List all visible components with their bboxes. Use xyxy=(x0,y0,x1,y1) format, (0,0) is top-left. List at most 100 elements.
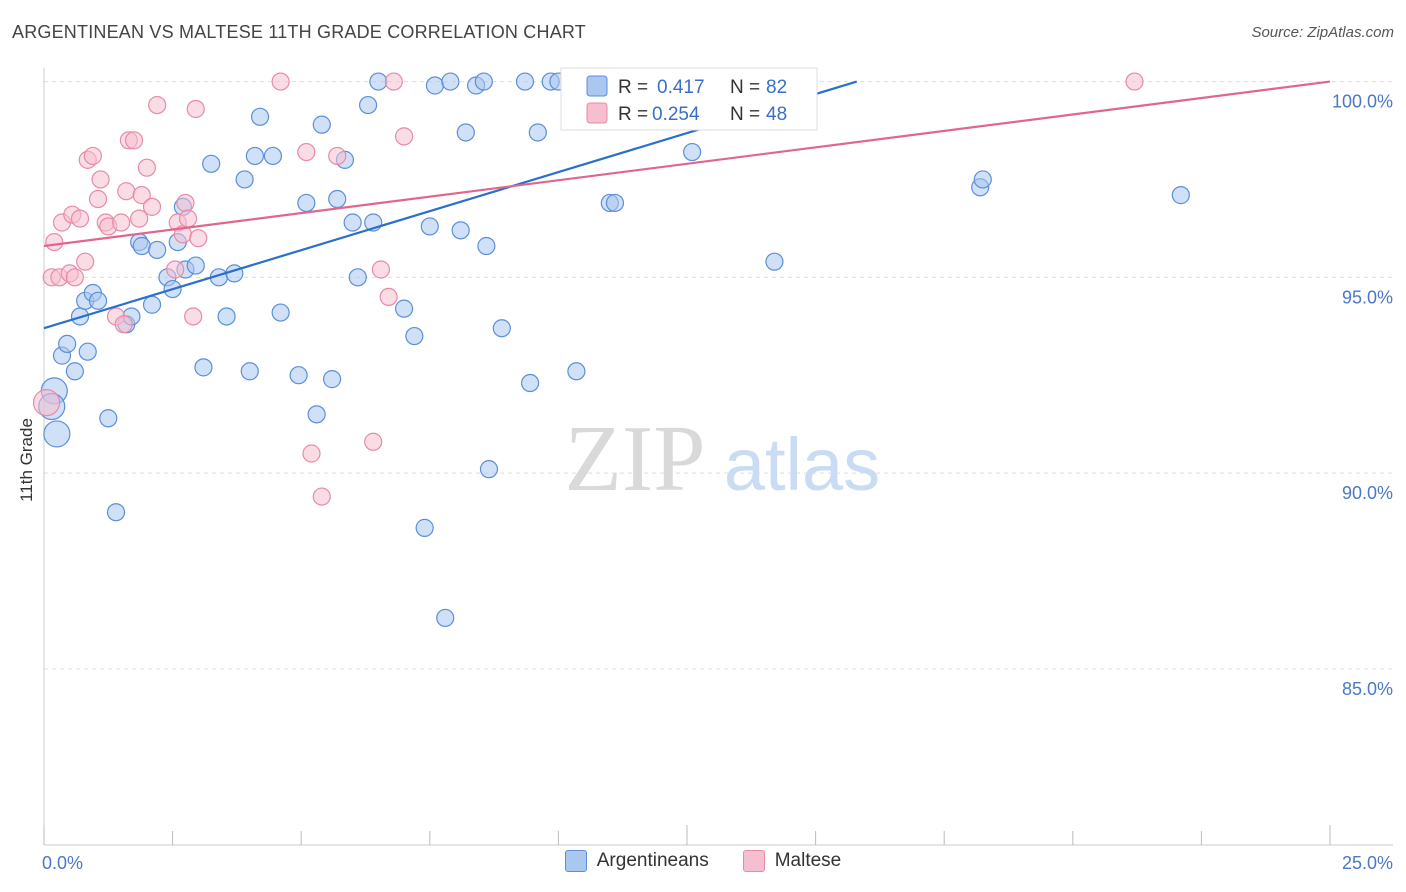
point-argentineans xyxy=(451,221,470,240)
watermark-atlas: atlas xyxy=(724,423,880,506)
stats-r-value: 0.417 xyxy=(657,77,705,98)
legend-swatch-argentineans xyxy=(564,850,587,872)
point-argentineans xyxy=(479,460,499,479)
point-argentineans xyxy=(132,236,151,256)
y-tick-label: 85.0% xyxy=(1342,679,1393,699)
point-maltese xyxy=(271,72,290,91)
point-argentineans xyxy=(271,303,290,322)
point-argentineans xyxy=(307,405,326,424)
x-tick-label-min: 0.0% xyxy=(42,853,83,873)
x-tick-label-max: 25.0% xyxy=(1342,853,1393,873)
stats-n-label: N = xyxy=(730,104,760,125)
stats-r-label: R = xyxy=(618,77,648,98)
point-argentineans xyxy=(415,518,434,537)
point-argentineans xyxy=(369,72,388,91)
point-argentineans xyxy=(106,503,126,522)
trendline-maltese xyxy=(43,80,1331,248)
point-maltese xyxy=(379,287,398,306)
point-argentineans xyxy=(605,193,625,213)
stats-swatch-argentineans xyxy=(586,75,608,97)
stats-r-value: 0.254 xyxy=(652,104,700,125)
point-argentineans xyxy=(217,307,236,326)
grid-layer xyxy=(44,81,1392,670)
point-argentineans xyxy=(65,362,84,381)
legend-label-maltese: Maltese xyxy=(774,850,842,871)
point-maltese xyxy=(178,209,198,228)
point-maltese xyxy=(70,209,90,228)
point-maltese xyxy=(130,209,149,228)
point-argentineans xyxy=(322,370,342,389)
stats-n-label: N = xyxy=(730,77,760,98)
legend-item-argentineans[interactable]: Argentineans xyxy=(564,850,709,872)
point-maltese xyxy=(88,189,108,209)
point-maltese xyxy=(186,99,205,119)
point-maltese xyxy=(65,268,84,287)
point-argentineans xyxy=(405,326,424,346)
point-maltese xyxy=(384,72,403,91)
point-argentineans xyxy=(343,213,362,232)
point-maltese xyxy=(112,213,131,232)
point-maltese xyxy=(176,193,195,213)
point-argentineans xyxy=(148,240,167,260)
stats-r-label: R = xyxy=(618,104,648,125)
point-argentineans xyxy=(1171,186,1190,205)
point-argentineans xyxy=(43,420,71,448)
point-maltese xyxy=(124,131,144,150)
point-argentineans xyxy=(425,76,445,95)
point-argentineans xyxy=(477,236,496,256)
point-maltese xyxy=(371,260,391,279)
point-maltese xyxy=(117,182,136,201)
y-tick-label: 95.0% xyxy=(1342,287,1393,307)
axis-layer: 85.0% 90.0% 95.0% 100.0% xyxy=(43,68,1393,846)
point-maltese xyxy=(83,146,102,166)
point-argentineans xyxy=(436,608,455,628)
point-argentineans xyxy=(328,189,347,209)
point-argentineans xyxy=(394,299,414,318)
point-maltese xyxy=(76,252,95,271)
point-maltese xyxy=(91,170,110,189)
stats-swatch-maltese xyxy=(586,102,608,124)
watermark: ZIP atlas xyxy=(565,407,881,511)
point-argentineans xyxy=(474,72,493,91)
point-maltese xyxy=(1125,72,1144,91)
point-argentineans xyxy=(202,154,221,173)
legend-label-argentineans: Argentineans xyxy=(596,850,709,871)
y-tick-label: 100.0% xyxy=(1332,92,1393,112)
point-maltese xyxy=(137,158,156,177)
point-argentineans xyxy=(528,123,547,142)
point-argentineans xyxy=(420,217,439,236)
legend-item-maltese[interactable]: Maltese xyxy=(742,850,842,872)
point-maltese xyxy=(148,95,167,115)
point-maltese xyxy=(394,127,414,146)
point-maltese xyxy=(184,307,203,326)
source-label: Source: ZipAtlas.com xyxy=(1251,24,1394,41)
point-argentineans xyxy=(456,123,475,142)
point-argentineans xyxy=(515,72,535,91)
point-argentineans xyxy=(186,256,205,275)
point-maltese xyxy=(166,260,185,279)
point-maltese xyxy=(328,146,347,166)
point-argentineans xyxy=(567,362,586,381)
point-maltese xyxy=(189,229,208,248)
point-argentineans xyxy=(250,107,270,126)
y-axis-label: 11th Grade xyxy=(17,418,36,502)
point-maltese xyxy=(132,186,151,205)
point-argentineans xyxy=(263,146,283,166)
point-argentineans xyxy=(441,72,460,91)
point-argentineans xyxy=(99,409,118,428)
series-legend: Argentineans Maltese xyxy=(0,850,1406,872)
stats-n-value: 48 xyxy=(766,104,787,125)
point-maltese xyxy=(302,444,321,463)
point-maltese xyxy=(312,487,331,506)
point-argentineans xyxy=(312,115,331,134)
chart-title: ARGENTINEAN VS MALTESE 11TH GRADE CORREL… xyxy=(12,22,586,42)
point-maltese xyxy=(364,432,383,451)
point-maltese xyxy=(142,197,162,216)
point-argentineans xyxy=(194,358,213,377)
point-argentineans xyxy=(78,342,97,361)
stats-n-value: 82 xyxy=(766,77,787,98)
point-maltese xyxy=(297,142,316,162)
watermark-zip: ZIP xyxy=(565,407,706,511)
point-argentineans xyxy=(348,268,367,287)
